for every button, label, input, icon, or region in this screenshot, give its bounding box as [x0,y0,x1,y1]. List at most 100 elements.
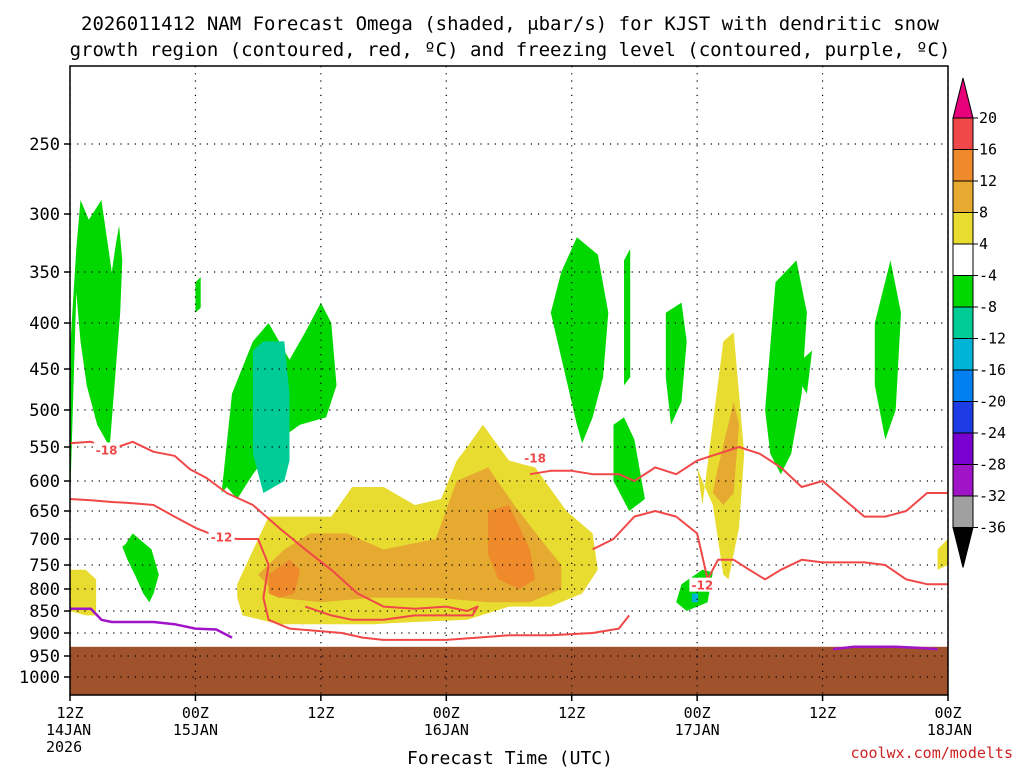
colorbar-top-arrow [952,77,974,119]
omega-region-yellow-20 [697,332,745,580]
colorbar-swatch [952,338,974,371]
colorbar-label: 4 [979,235,988,253]
plot-frame [69,65,949,696]
y-tick-label: 400 [29,314,60,334]
omega-region-green-5 [550,237,609,444]
ground-fill [70,646,948,695]
dgz-label-bg-3 [689,577,716,592]
y-tick-label: 900 [29,624,60,644]
omega-region-green-14 [874,260,901,440]
omega-region-green-2 [195,277,201,313]
colorbar-swatch [952,495,974,528]
colorbar-swatch [952,306,974,339]
colorbar-swatch [952,369,974,402]
dgz-contour-label: -12 [692,579,714,593]
credit-link[interactable]: coolwx.com/modelts [850,744,1013,762]
freezing-level-contour-0 [70,607,233,639]
dgz-contour-0 [69,440,479,621]
x-tick-label: 17JAN [675,721,720,739]
colorbar-label: 16 [979,141,997,159]
y-tick-label: 450 [29,360,60,380]
x-tick-label: 00Z [934,704,961,722]
dgz-contour-3 [592,510,948,586]
colorbar-swatch [952,149,974,182]
omega-region-orange-18 [268,559,300,598]
x-tick-label: 12Z [809,704,836,722]
y-tick-label: 750 [29,556,60,576]
colorbar-swatch [952,117,974,150]
colorbar-label: -16 [979,361,1006,379]
y-tick-label: 650 [29,502,60,522]
colorbar-swatch [952,275,974,308]
omega-region-green-12 [765,260,807,475]
colorbar-swatch [952,464,974,497]
omega-region-yellow-22 [937,539,948,570]
dgz-contour-label: -18 [524,452,546,466]
y-tick-label: 600 [29,472,60,492]
colorbar-label: -20 [979,393,1006,411]
colorbar-label: -12 [979,330,1006,348]
colorbar-label: -4 [979,267,997,285]
dgz-label-bg-1 [208,529,235,544]
x-tick-label: 00Z [684,704,711,722]
y-tick-label: 800 [29,580,60,600]
x-tick-label: 16JAN [424,721,469,739]
omega-region-green-13 [801,350,813,394]
y-tick-label: 700 [29,530,60,550]
omega-region-yellow-15 [70,569,97,616]
dgz-contour-1 [69,498,630,641]
x-tick-label: 12Z [558,704,585,722]
omega-region-green-1 [122,533,159,603]
plot-border [69,65,949,696]
dgz-label-bg-2 [522,450,549,465]
colorbar-swatch [952,432,974,465]
omega-region-cyan-11 [691,593,699,603]
colorbar-swatch [952,180,974,213]
chart-title-line1: 2026011412 NAM Forecast Omega (shaded, μ… [81,13,939,35]
x-tick-label: 15JAN [173,721,218,739]
temperature-contours: -18 -12 -18 -12 [69,440,948,651]
freezing-level-contour-1 [832,645,938,651]
colorbar-label: -28 [979,456,1006,474]
colorbar-label: 8 [979,204,988,222]
colorbar-label: -8 [979,298,997,316]
x-tick-label: 2026 [46,738,82,756]
omega-region-green-0 [70,200,123,570]
colorbar: 20 16 12 8 4 -4 -8 -12 -16 -20 -24 -28 -32 -36 [952,77,1006,568]
x-axis-title: Forecast Time (UTC) [407,748,613,768]
omega-region-green-8 [624,248,631,386]
y-tick-label: 950 [29,647,60,667]
colorbar-swatch [952,212,974,245]
y-tick-label: 550 [29,438,60,458]
dgz-contour-label: -12 [211,530,233,544]
chart-title-line2: growth region (contoured, red, ºC) and f… [70,39,951,61]
colorbar-swatch [952,243,974,276]
x-tick-label: 18JAN [927,721,972,739]
omega-region-green-7 [613,417,645,511]
y-tick-label: 250 [29,135,60,155]
omega-region-teal-4 [252,341,290,493]
dgz-contour-2 [529,446,948,518]
y-tick-label: 300 [29,205,60,225]
below-ground-fill [70,646,948,695]
x-tick-label: 14JAN [46,721,91,739]
omega-region-green-9 [665,302,687,425]
y-tick-label: 500 [29,401,60,421]
omega-region-gold-21 [712,401,739,505]
colorbar-swatch [952,401,974,434]
dgz-contour-label: -18 [96,443,118,457]
x-tick-label: 12Z [307,704,334,722]
omega-region-gold-17 [258,467,562,603]
omega-region-orange-19 [488,505,536,589]
x-tick-label: 12Z [56,704,83,722]
x-tick-label: 00Z [433,704,460,722]
colorbar-bottom-arrow [952,527,974,568]
x-tick-label: 00Z [182,704,209,722]
colorbar-label: 12 [979,172,997,190]
colorbar-label: -32 [979,487,1006,505]
colorbar-label: -24 [979,424,1006,442]
y-tick-label: 350 [29,263,60,283]
y-tick-label: 1000 [19,668,60,688]
